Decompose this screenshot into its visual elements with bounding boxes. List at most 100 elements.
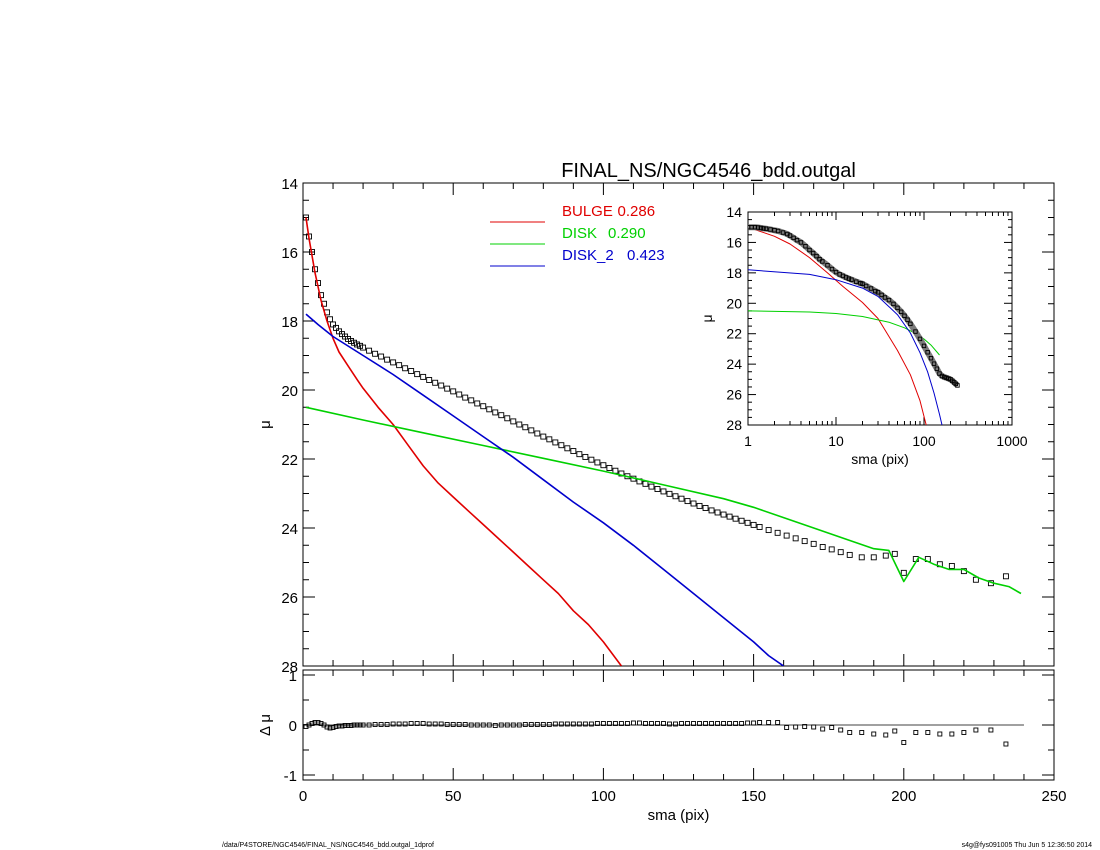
main-data-point: [558, 442, 565, 449]
resid-data-point: [354, 722, 360, 728]
inset-series-bulge: [748, 226, 927, 425]
main-data-point: [402, 365, 409, 372]
resid-data-point: [351, 722, 357, 728]
resid-data-point: [444, 722, 450, 727]
main-data-point: [528, 427, 535, 434]
main-data-point: [564, 445, 571, 452]
main-data-point: [462, 394, 469, 401]
main-data-point: [696, 502, 703, 509]
resid-data-point: [937, 731, 943, 737]
resid-data-point: [757, 720, 763, 725]
main-series-disk_2: [305, 313, 785, 666]
resid-data-point: [303, 724, 309, 729]
resid-data-point: [588, 721, 594, 727]
resid-data-point: [715, 721, 721, 726]
resid-data-point: [643, 721, 648, 726]
footer-file-path: /data/P4STORE/NGC4546/FINAL_NS/NGC4546_b…: [222, 842, 434, 849]
resid-xtick-label: 150: [741, 788, 766, 805]
resid-data-point: [480, 722, 486, 728]
resid-ytick-label: -1: [284, 768, 297, 785]
main-data-point: [327, 316, 333, 323]
main-data-point: [354, 341, 361, 348]
resid-data-point: [345, 723, 351, 728]
resid-ytick-label: 1: [289, 668, 297, 685]
inset-data-point: [921, 343, 927, 349]
main-data-point: [498, 412, 505, 419]
main-ytick-label: 26: [281, 590, 298, 607]
main-data-point: [678, 495, 685, 502]
main-data-point: [660, 488, 667, 495]
resid-data-point: [426, 721, 432, 727]
inset-data-point: [755, 225, 761, 230]
inset-data-point: [780, 230, 786, 235]
resid-data-point: [576, 721, 582, 727]
main-ytick-label: 22: [281, 452, 298, 469]
main-ytick-label: 18: [281, 314, 298, 331]
resid-data-point: [624, 721, 630, 726]
inset-ytick-label: 14: [726, 204, 742, 220]
resid-data-point: [486, 722, 492, 728]
inset-data-point: [882, 295, 888, 300]
main-data-point: [552, 439, 559, 446]
resid-data-point: [360, 722, 366, 728]
main-data-point: [360, 344, 367, 351]
resid-xtick-label: 50: [445, 788, 462, 805]
resid-data-point: [516, 722, 522, 728]
inset-data-point: [768, 227, 773, 232]
inset-ytick-label: 28: [726, 417, 742, 433]
resid-data-point: [913, 730, 919, 735]
main-data-point: [480, 403, 487, 410]
resid-data-point: [348, 723, 354, 728]
inset-data-band: [748, 224, 960, 388]
resid-data-point: [420, 721, 426, 726]
resid-data-point: [649, 721, 654, 726]
inset-data-point: [794, 237, 800, 243]
inset-log-panel: 14 16 18 20 22 24 26 281 10 100 1000 sma (pix) μ: [699, 204, 1028, 467]
resid-data-point: [336, 723, 342, 729]
resid-data-point: [342, 723, 348, 728]
main-data-point: [702, 505, 709, 511]
main-data-point: [708, 507, 715, 514]
resid-data-point: [988, 727, 994, 733]
main-data-point: [1002, 573, 1009, 580]
resid-data-point: [847, 730, 853, 735]
inset-ytick-label: 26: [726, 387, 742, 403]
main-data-point: [384, 356, 391, 363]
resid-data-point: [504, 722, 510, 728]
inset-ytick-label: 16: [726, 234, 742, 250]
inset-data-layer: [748, 224, 960, 425]
inset-data-point: [825, 263, 830, 268]
inset-data-point: [902, 313, 907, 318]
main-data-point: [792, 535, 799, 542]
main-data-point: [330, 321, 336, 328]
resid-data-point: [703, 721, 708, 726]
inset-data-point: [925, 350, 930, 355]
main-data-point: [882, 552, 889, 559]
resid-data-point: [534, 722, 540, 727]
resid-data-point: [739, 721, 745, 726]
main-data-point: [390, 359, 397, 366]
resid-data-point: [384, 722, 390, 727]
main-data-point: [612, 467, 619, 474]
inset-data-point: [905, 317, 910, 322]
inset-ytick-label: 20: [726, 295, 742, 311]
main-data-point: [414, 371, 421, 378]
resid-data-point: [378, 722, 384, 727]
inset-data-point: [763, 226, 769, 231]
legend-value-disk_2: 0.423: [627, 247, 665, 264]
main-data-point: [348, 338, 355, 344]
main-data-point: [714, 509, 721, 516]
main-data-point: [468, 397, 475, 404]
inset-data-point: [846, 276, 852, 281]
inset-data-point: [863, 283, 869, 289]
resid-data-point: [892, 728, 898, 734]
resid-ylabel: Δ μ: [257, 714, 274, 736]
resid-data-point: [438, 721, 444, 727]
resid-data-point: [793, 724, 799, 730]
resid-data-point: [498, 722, 504, 728]
resid-data-point: [733, 721, 739, 726]
resid-data-point: [661, 721, 666, 726]
resid-data-point: [546, 722, 552, 727]
resid-data-point: [357, 722, 363, 728]
inset-series-disk_2: [748, 269, 943, 425]
